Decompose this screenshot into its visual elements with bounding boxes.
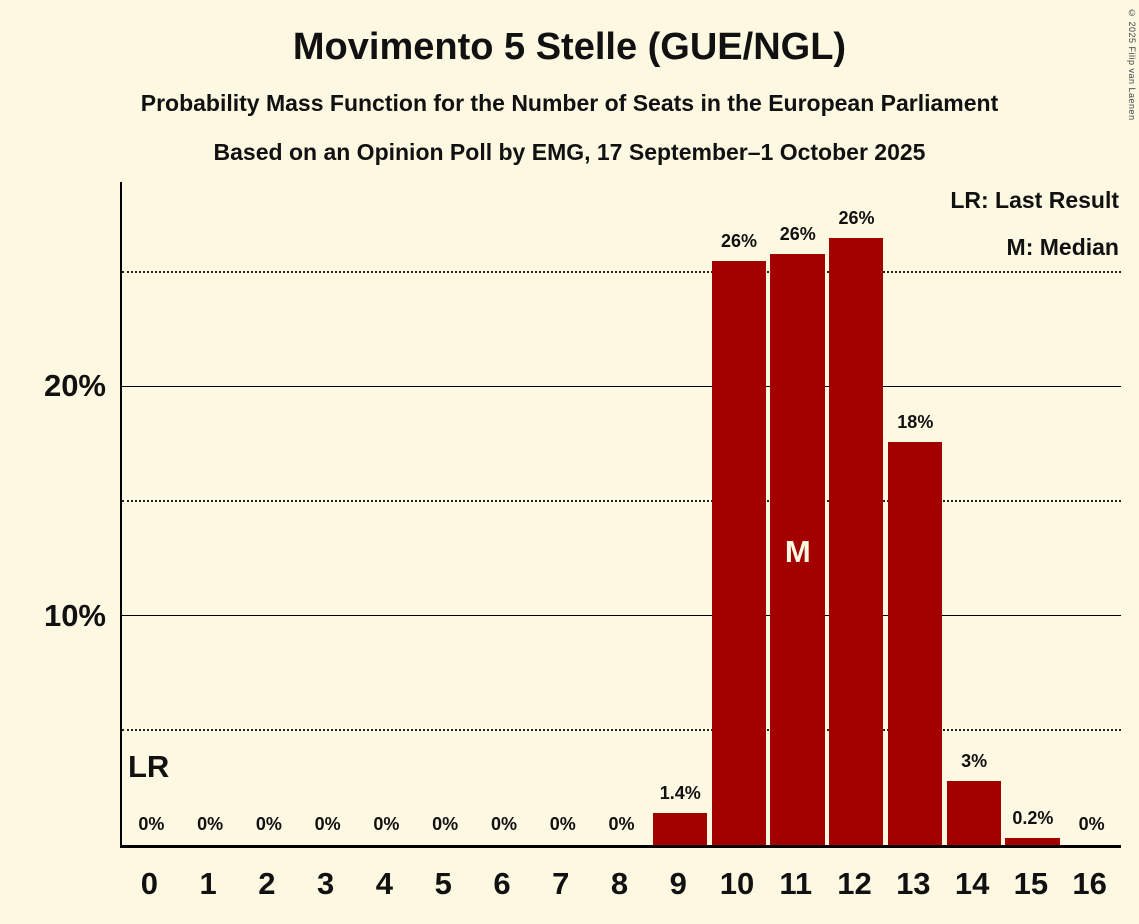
legend-median: M: Median <box>1006 234 1119 260</box>
y-axis-tick-20: 20% <box>43 368 106 403</box>
x-axis-label-8: 8 <box>610 866 629 901</box>
x-axis-label-0: 0 <box>140 866 158 901</box>
bar-value-label-6: 0% <box>490 814 517 834</box>
page-title: Movimento 5 Stelle (GUE/NGL) <box>292 26 847 68</box>
y-axis-tick-10: 10% <box>43 598 106 633</box>
bar-value-label-3: 0% <box>314 814 341 834</box>
x-axis-label-15: 15 <box>1013 866 1049 901</box>
x-axis-label-3: 3 <box>317 866 335 901</box>
bar-value-label-10: 26% <box>721 231 758 252</box>
bar-seats-12 <box>829 238 884 845</box>
gridline-15pct <box>122 499 1121 502</box>
bar-value-label-4: 0% <box>373 814 400 834</box>
chart-subtitle-2: Based on an Opinion Poll by EMG, 17 Sept… <box>213 139 926 165</box>
bar-value-label-5: 0% <box>432 814 459 834</box>
x-axis-labels: 0 1 2 3 4 5 6 7 8 9 10 11 12 13 14 15 16 <box>120 866 1119 906</box>
x-axis-label-12: 12 <box>837 866 872 901</box>
last-result-marker: LR <box>128 749 170 784</box>
bar-seats-14 <box>946 780 1001 845</box>
bar-seats-11 <box>770 254 825 845</box>
bar-value-label-14: 3% <box>961 750 988 771</box>
x-axis-label-2: 2 <box>258 866 276 901</box>
gridline-20pct <box>122 386 1121 387</box>
bar-value-label-11: 26% <box>779 224 816 245</box>
bar-value-label-7: 0% <box>549 814 576 834</box>
x-axis-label-10: 10 <box>719 866 755 901</box>
x-axis-label-11: 11 <box>779 866 813 901</box>
bar-seats-9 <box>652 812 708 845</box>
legend-last-result: LR: Last Result <box>950 187 1119 213</box>
bar-seats-13 <box>887 441 943 845</box>
bar-value-label-13: 18% <box>897 411 934 432</box>
bar-value-label-0: 0% <box>138 814 165 834</box>
median-marker: M <box>784 534 811 569</box>
gridline-25pct <box>122 270 1121 273</box>
bar-value-label-16: 0% <box>1078 814 1105 834</box>
plot-area: LR 0% 0% 0% 0% 0% 0% 0% 0% 0% 1.4% 26% 26% 26% 18% 3% 0… <box>120 182 1121 848</box>
x-axis-label-9: 9 <box>669 866 687 901</box>
x-axis-label-4: 4 <box>375 866 394 901</box>
bar-seats-15 <box>1005 838 1060 845</box>
bar-value-label-2: 0% <box>255 814 282 834</box>
x-axis-label-7: 7 <box>552 866 570 901</box>
chart-subtitle-1: Probability Mass Function for the Number… <box>140 90 999 116</box>
x-axis-label-5: 5 <box>434 866 452 901</box>
bar-value-label-12: 26% <box>838 208 875 229</box>
gridline-10pct <box>122 615 1121 616</box>
x-axis-label-16: 16 <box>1072 866 1107 901</box>
bar-value-label-1: 0% <box>197 814 224 834</box>
copyright-notice: © 2025 Filip van Laenen <box>1127 8 1137 121</box>
bar-value-label-15: 0.2% <box>1012 808 1054 829</box>
x-axis-label-1: 1 <box>199 866 217 901</box>
gridline-5pct <box>122 728 1121 731</box>
x-axis-label-13: 13 <box>896 866 931 901</box>
bar-value-label-8: 0% <box>608 814 635 834</box>
bar-value-label-9: 1.4% <box>659 782 701 803</box>
x-axis-label-6: 6 <box>493 866 511 901</box>
x-axis-label-14: 14 <box>954 866 990 901</box>
bar-seats-10 <box>711 261 766 845</box>
